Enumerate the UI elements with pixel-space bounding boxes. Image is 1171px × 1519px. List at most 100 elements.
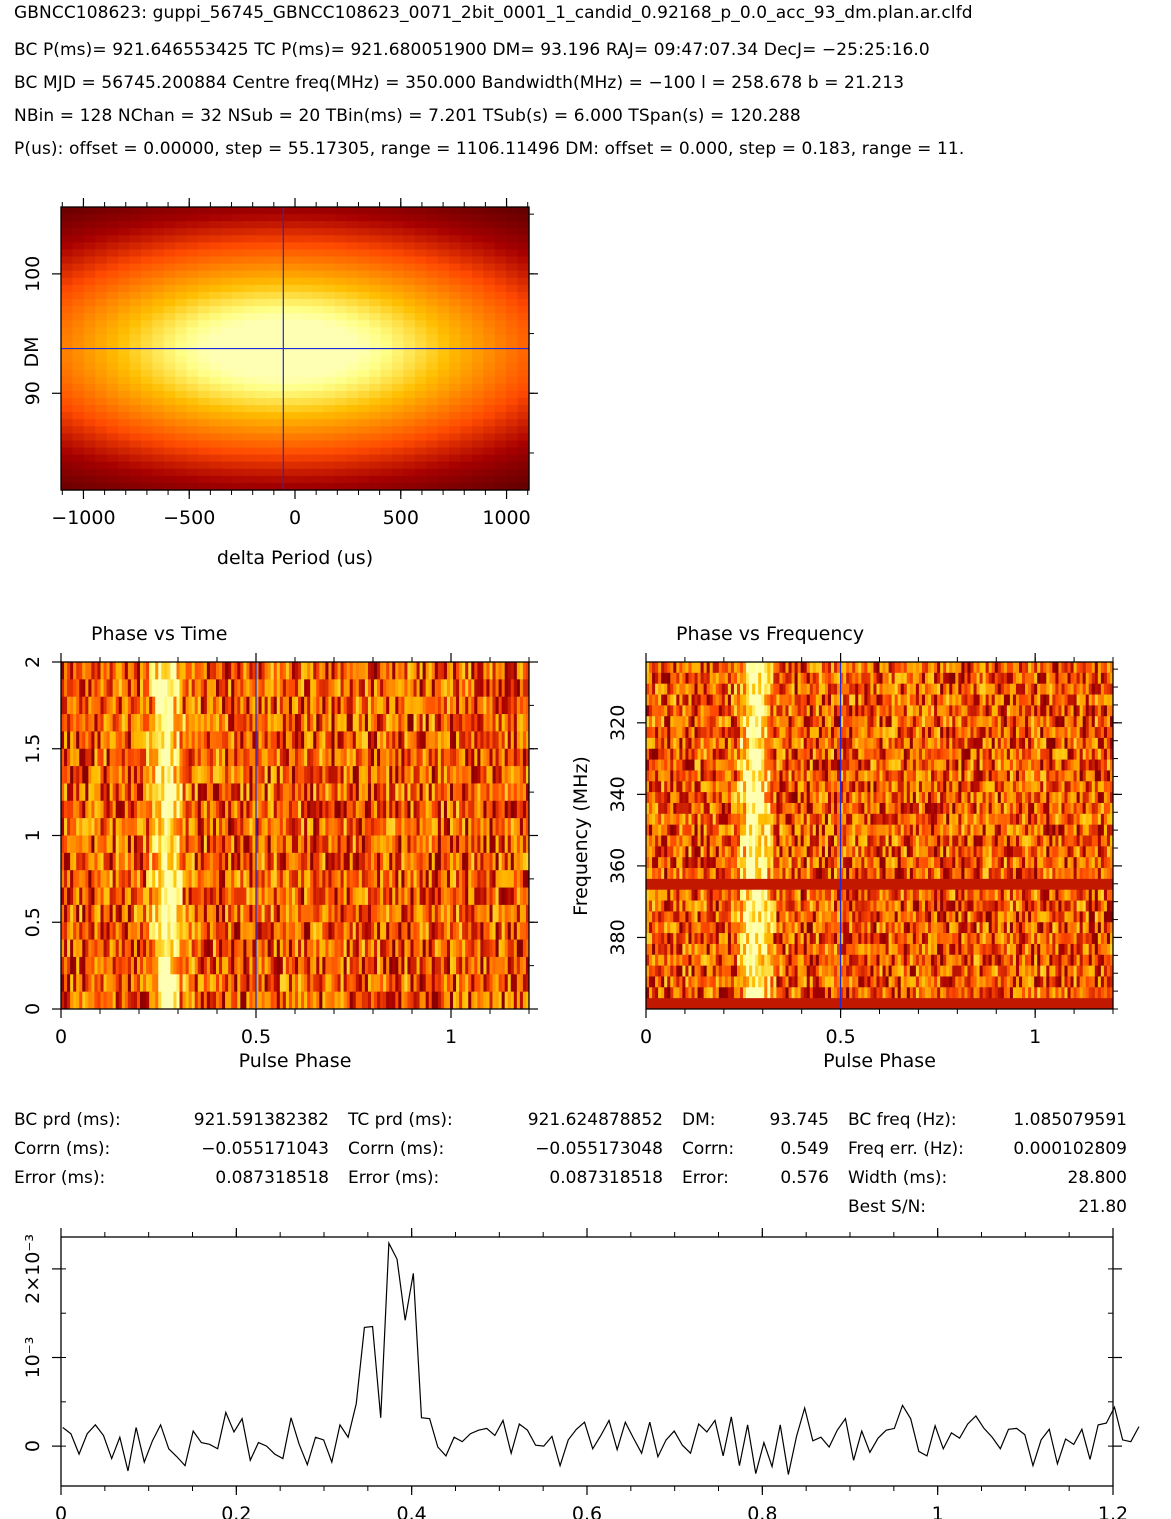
heatmap-cell [220,207,233,215]
heatmap-cell [312,263,325,272]
phase-time-cell [307,662,311,680]
phase-time-cell [370,766,375,784]
phase-time-cell [492,904,497,923]
phase-time-cell [462,818,466,836]
phase-time-cell [370,714,375,732]
heatmap-cell [346,256,359,265]
heatmap-cell [312,298,325,307]
phase-time-cell [97,714,102,732]
heatmap-cell [380,235,393,243]
phase-time-cell [231,870,235,889]
phase-time-cell [85,887,89,906]
heatmap-cell [163,270,176,279]
heatmap-cell [118,461,131,470]
phase-time-cell [91,679,95,698]
heatmap-cell [152,334,165,343]
phase-freq-cell [988,662,993,674]
phase-time-cell [85,956,89,975]
heatmap-cell [118,263,131,272]
heatmap-cell [140,426,153,434]
phase-time-cell [322,852,326,871]
phase-time-cell [73,679,77,698]
phase-freq-cell [830,662,835,674]
heatmap-cell [300,235,313,243]
phase-time-cell [276,939,281,958]
heatmap-cell [506,284,519,293]
phase-time-cell [437,939,442,958]
phase-time-cell [519,800,524,819]
phase-time-cell [158,766,162,784]
phase-time-cell [270,852,275,871]
heatmap-cell [460,468,473,477]
phase-time-cell [313,904,317,923]
heatmap-cell [517,426,530,434]
heatmap-cell [232,376,245,385]
heatmap-cell [471,214,484,222]
phase-time-cell [288,714,293,732]
phase-time-cell [337,748,342,767]
phase-time-cell [352,679,357,698]
heatmap-cell [460,298,473,307]
phase-time-cell [61,818,65,836]
heatmap-cell [289,390,302,399]
phase-time-cell [267,818,272,836]
phase-time-cell [386,731,390,750]
phase-time-cell [446,748,451,767]
heatmap-cell [232,461,245,470]
phase-time-cell [389,870,393,889]
heatmap-cell [323,362,336,371]
phase-time-cell [328,904,332,923]
heatmap-cell [300,362,313,371]
heatmap-cell [506,298,519,307]
phase-time-cell [516,679,521,698]
phase-time-cell [380,939,384,958]
phase-time-cell [364,887,369,906]
phase-time-cell [471,991,475,1010]
heatmap-cell [163,263,176,272]
phase-time-cell [164,714,168,732]
phase-time-cell [206,852,211,871]
phase-time-cell [428,662,433,680]
phase-time-cell [73,714,77,732]
heatmap-cell [323,242,336,251]
phase-time-cell [279,818,284,836]
heatmap-cell [289,228,302,236]
heatmap-cell [61,228,74,236]
heatmap-cell [494,440,507,449]
phase-time-cell [513,783,518,802]
heatmap-cell [517,412,530,420]
phase-time-cell [264,818,269,836]
phase-time-cell [109,679,114,698]
phase-time-cell [246,800,250,819]
heatmap-cell [369,426,382,434]
heatmap-cell [483,306,496,314]
phase-time-cell [282,887,287,906]
phase-time-cell [176,662,181,680]
phase-time-cell [100,835,105,854]
heatmap-cell [506,369,519,378]
heatmap-cell [232,228,245,236]
phase-time-cell [374,748,378,767]
phase-time-cell [295,766,299,784]
phase-time-cell [252,904,256,923]
phase-time-cell [73,818,77,836]
phase-freq-cell [782,662,786,674]
heatmap-cell [517,447,530,456]
phase-time-cell [322,714,326,732]
phase-time-cell [124,714,129,732]
phase-time-cell [477,991,481,1010]
heatmap-cell [266,334,279,343]
phase-time-cell [225,731,229,750]
heatmap-cell [380,412,393,420]
phase-time-cell [228,852,232,871]
heatmap-cell [369,454,382,463]
phase-time-cell [301,939,305,958]
phase-time-cell [197,696,202,715]
phase-time-cell [97,939,102,958]
heatmap-cell [289,355,302,364]
phase-time-cell [155,904,159,923]
heatmap-cell [369,412,382,420]
phase-time-cell [489,662,494,680]
phase-time-cell [267,922,272,941]
heatmap-cell [323,383,336,392]
